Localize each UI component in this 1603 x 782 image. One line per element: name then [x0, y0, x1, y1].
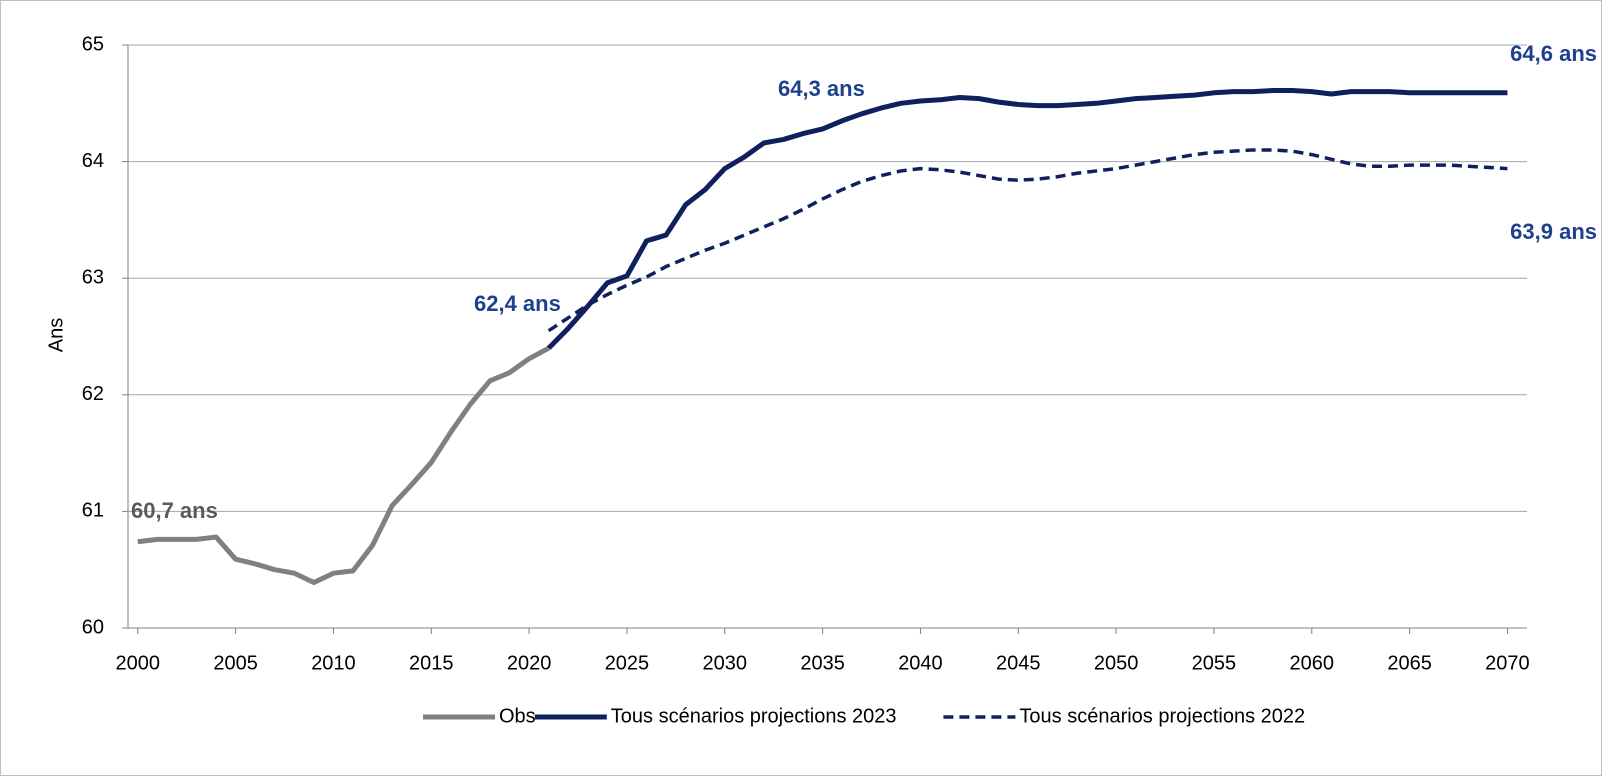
x-tick-label: 2010	[311, 652, 356, 674]
legend-label: Obs	[499, 705, 536, 727]
y-tick-label: 63	[82, 266, 104, 288]
x-tick-label: 2045	[996, 652, 1041, 674]
x-tick-label: 2070	[1485, 652, 1530, 674]
x-tick-label: 2055	[1192, 652, 1237, 674]
x-tick-label: 2060	[1290, 652, 1335, 674]
x-tick-label: 2030	[703, 652, 748, 674]
annotation: 64,6 ans	[1510, 41, 1597, 66]
annotation: 60,7 ans	[131, 498, 218, 523]
x-tick-label: 2025	[605, 652, 650, 674]
x-tick-label: 2040	[898, 652, 943, 674]
x-tick-label: 2000	[116, 652, 161, 674]
y-tick-label: 64	[82, 150, 104, 172]
annotation: 64,3 ans	[778, 76, 865, 101]
x-tick-label: 2050	[1094, 652, 1139, 674]
y-tick-label: 65	[82, 33, 104, 55]
x-tick-label: 2015	[409, 652, 454, 674]
series-line	[547, 148, 1508, 333]
x-tick-label: 2020	[507, 652, 552, 674]
annotation: 63,9 ans	[1510, 219, 1597, 244]
legend-label: Tous scénarios projections 2022	[1019, 705, 1305, 727]
y-tick-label: 61	[82, 500, 104, 522]
legend-label: Tous scénarios projections 2023	[611, 705, 897, 727]
x-tick-label: 2005	[213, 652, 258, 674]
series-line	[546, 87, 1508, 350]
y-tick-label: 62	[82, 383, 104, 405]
y-tick-label: 60	[82, 616, 104, 638]
annotation: 62,4 ans	[474, 291, 561, 316]
y-axis-title: Ans	[45, 318, 67, 352]
series-line	[137, 345, 550, 586]
x-tick-label: 2035	[800, 652, 845, 674]
x-tick-label: 2065	[1387, 652, 1432, 674]
